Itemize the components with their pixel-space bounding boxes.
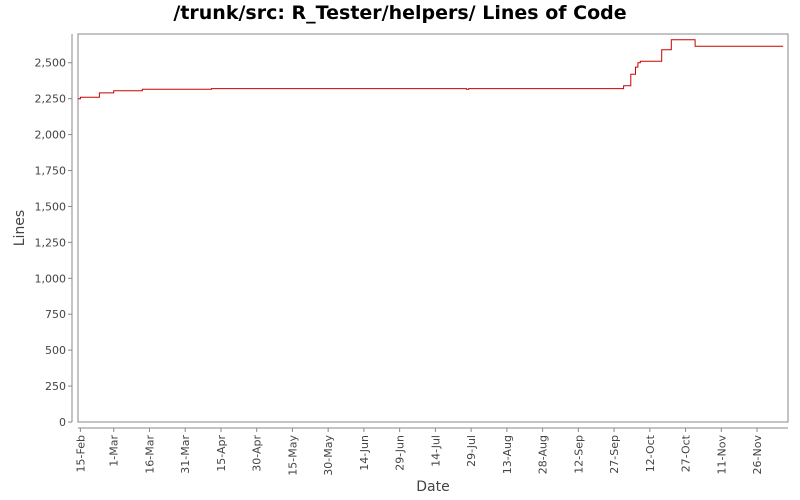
y-tick-label: 2,000 bbox=[35, 129, 67, 142]
x-tick-label: 12-Oct bbox=[644, 434, 657, 472]
x-tick-label: 30-May bbox=[322, 435, 335, 476]
x-tick-label: 26-Nov bbox=[751, 435, 764, 475]
y-tick-label: 1,750 bbox=[35, 165, 67, 178]
x-axis: 15-Feb 1-Mar 16-Mar 31-Mar 15-Apr 30-Apr 15-Ma… bbox=[74, 427, 788, 476]
y-tick-label: 750 bbox=[45, 308, 66, 321]
chart-title: /trunk/src: R_Tester/helpers/ Lines of C… bbox=[173, 2, 627, 24]
y-axis-label: Lines bbox=[12, 210, 28, 246]
y-tick-label: 1,250 bbox=[35, 236, 67, 249]
y-tick-label: 1,500 bbox=[35, 200, 67, 213]
y-tick-label: 2,250 bbox=[35, 93, 67, 106]
x-tick-label: 30-Apr bbox=[251, 435, 264, 472]
x-tick-label: 29-Jul bbox=[465, 435, 478, 467]
y-tick-label: 2,500 bbox=[35, 57, 67, 70]
x-tick-label: 31-Mar bbox=[179, 435, 192, 474]
x-tick-label: 15-May bbox=[286, 435, 299, 476]
x-tick-label: 12-Sep bbox=[572, 435, 585, 474]
x-tick-label: 13-Aug bbox=[501, 435, 514, 474]
x-tick-label: 14-Jul bbox=[429, 435, 442, 467]
x-axis-label: Date bbox=[416, 479, 449, 495]
x-tick-label: 11-Nov bbox=[715, 435, 728, 475]
x-tick-label: 16-Mar bbox=[143, 435, 156, 474]
lines-of-code-series-line bbox=[78, 39, 784, 100]
x-tick-label: 27-Oct bbox=[680, 434, 693, 472]
x-tick-label: 29-Jun bbox=[394, 435, 407, 471]
plot-area bbox=[77, 33, 789, 423]
y-tick-label: 1,000 bbox=[35, 272, 67, 285]
y-tick-label: 250 bbox=[45, 380, 66, 393]
x-tick-label: 14-Jun bbox=[358, 435, 371, 471]
y-tick-label: 0 bbox=[59, 416, 66, 429]
x-tick-label: 15-Apr bbox=[215, 435, 228, 472]
y-tick-label: 500 bbox=[45, 344, 66, 357]
x-tick-label: 15-Feb bbox=[74, 435, 87, 472]
y-axis: 0 250 500 750 1,000 1,250 1,500 1,750 2,000 2,250… bbox=[35, 34, 73, 429]
x-tick-label: 1-Mar bbox=[108, 435, 121, 467]
x-tick-label: 28-Aug bbox=[537, 435, 550, 474]
x-tick-label: 27-Sep bbox=[608, 435, 621, 474]
